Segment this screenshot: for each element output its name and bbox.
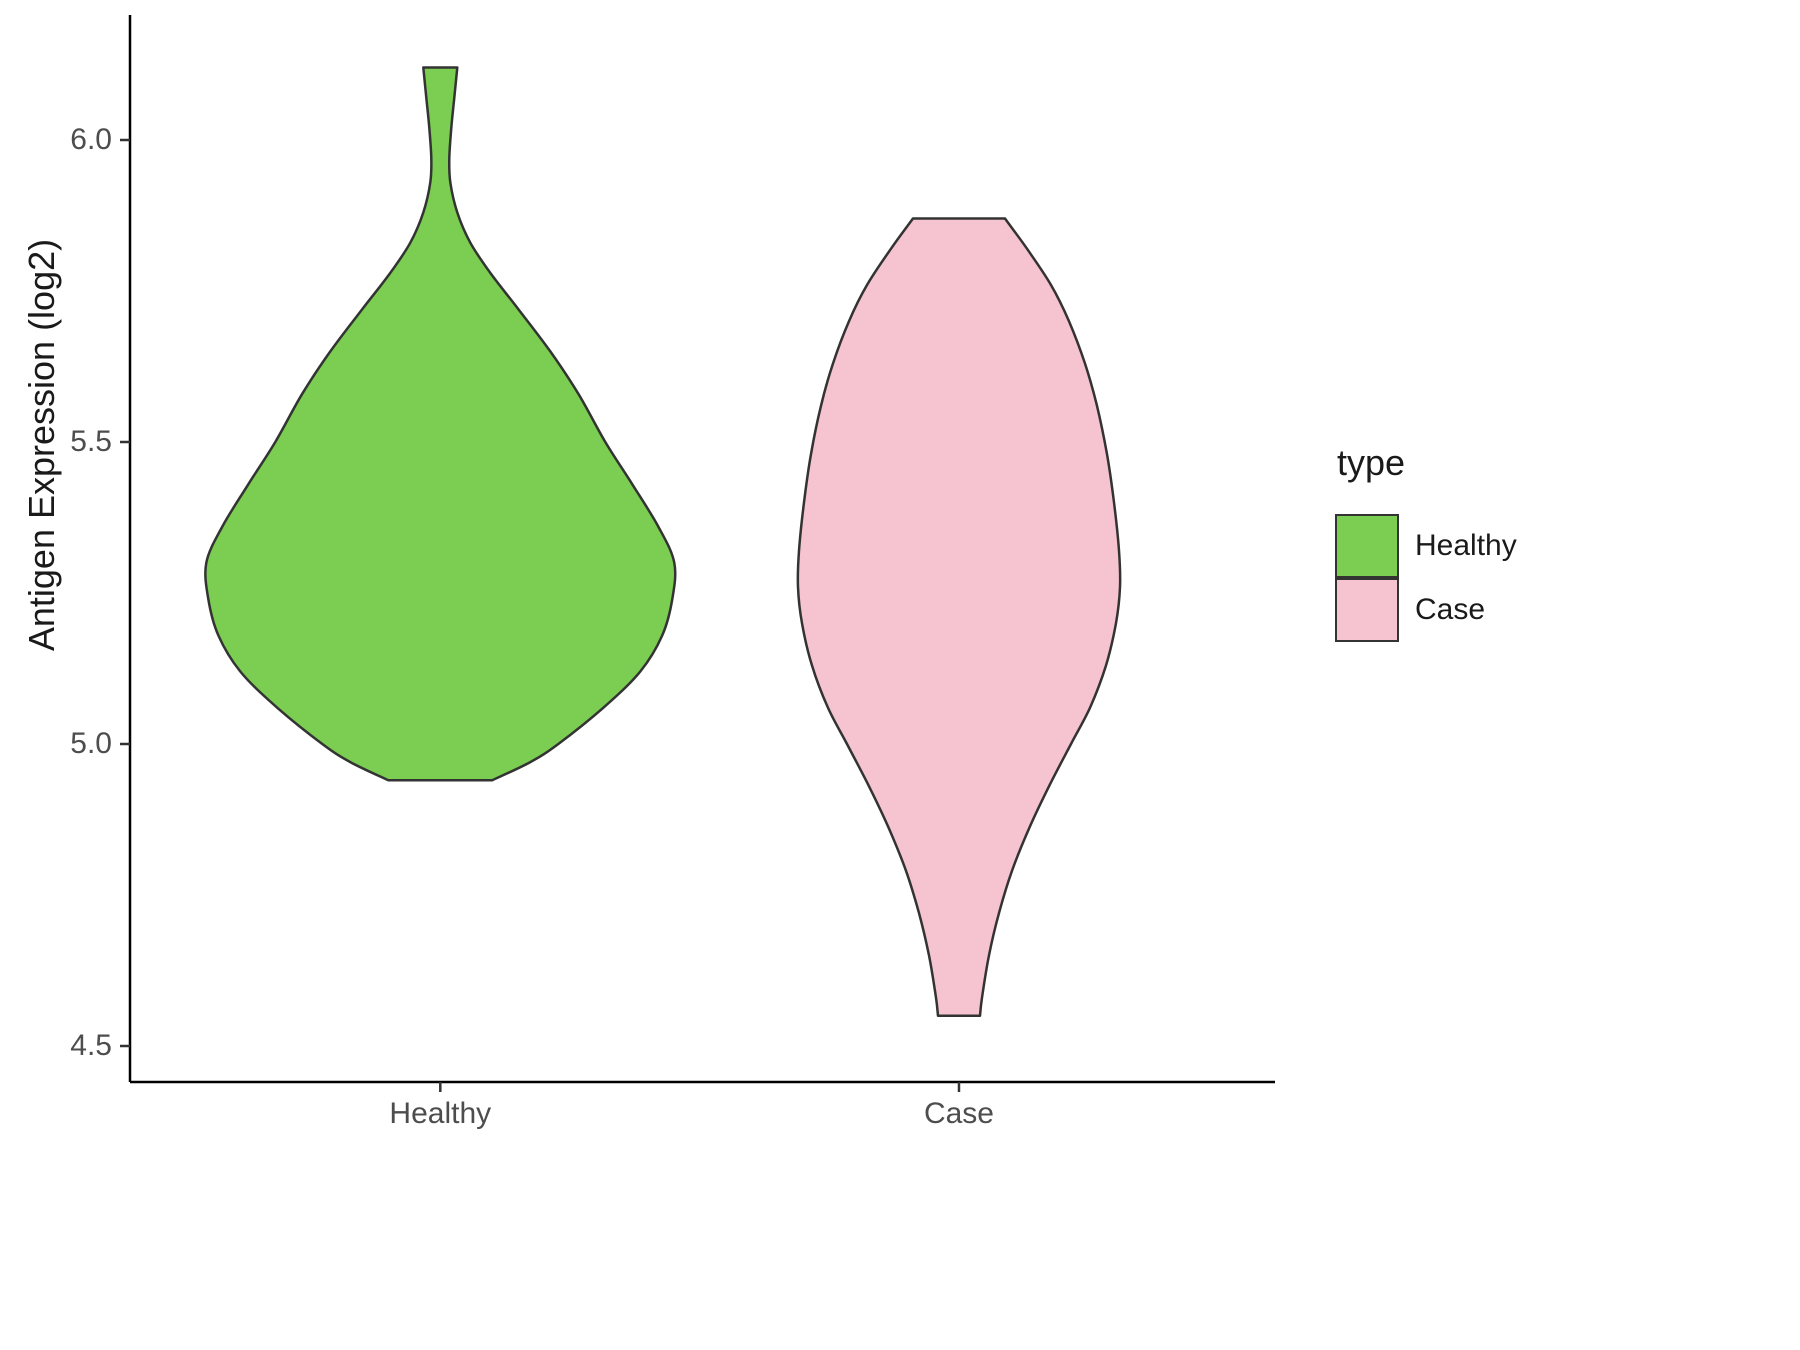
violin-healthy xyxy=(204,66,677,782)
violin-case xyxy=(796,217,1122,1018)
legend-label: Healthy xyxy=(1415,529,1517,562)
y-tick-label: 4.5 xyxy=(70,1029,112,1062)
legend-label: Case xyxy=(1415,593,1486,626)
y-tick-label: 5.0 xyxy=(70,727,112,760)
legend-key-swatch xyxy=(1335,514,1399,578)
y-tick-label: 6.0 xyxy=(70,123,112,156)
y-tick-label: 5.5 xyxy=(70,425,112,458)
x-tick-label: Case xyxy=(923,1097,994,1130)
legend-row: Healthy xyxy=(1335,514,1517,578)
legend: type Healthy Case xyxy=(1335,442,1517,642)
legend-title: type xyxy=(1337,442,1406,483)
legend-entries: Healthy Case xyxy=(1335,514,1517,642)
legend-key-swatch xyxy=(1335,578,1399,642)
legend-row: Case xyxy=(1335,578,1517,642)
x-tick-label: Healthy xyxy=(389,1097,492,1130)
